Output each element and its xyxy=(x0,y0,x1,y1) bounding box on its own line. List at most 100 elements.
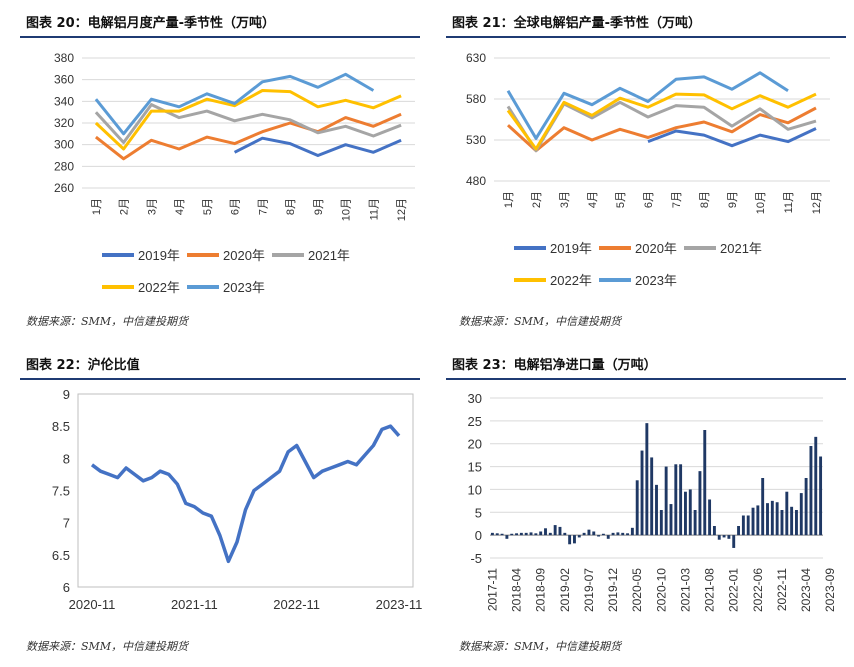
bar xyxy=(727,535,731,539)
bar xyxy=(703,430,707,536)
x-tick-label: 10月 xyxy=(341,198,353,221)
y-tick-label: 530 xyxy=(466,133,486,147)
bar xyxy=(592,531,596,536)
bar xyxy=(756,505,760,536)
x-tick-label: 2019-12 xyxy=(606,568,620,612)
x-tick-label: 2019-07 xyxy=(582,568,596,612)
x-tick-label: 2017-11 xyxy=(485,568,499,611)
bar xyxy=(558,526,562,536)
bar xyxy=(606,535,610,539)
x-tick-label: 5月 xyxy=(202,198,214,215)
x-tick-label: 2020-11 xyxy=(69,597,116,612)
bar xyxy=(799,493,803,536)
bar xyxy=(553,525,557,536)
x-tick-label: 2020-05 xyxy=(630,568,644,612)
y-tick-label: 6.5 xyxy=(52,548,70,563)
bar xyxy=(684,491,687,536)
x-tick-label: 4月 xyxy=(587,191,599,208)
x-tick-label: 11月 xyxy=(368,198,380,220)
bar xyxy=(804,478,808,536)
bar xyxy=(761,478,765,536)
x-tick-label: 2019-02 xyxy=(558,568,572,612)
bar xyxy=(616,532,620,536)
legend-label: 2019年 xyxy=(138,248,180,263)
x-tick-label: 2021-11 xyxy=(171,597,218,612)
bar xyxy=(573,535,576,544)
bar xyxy=(732,535,736,548)
bar xyxy=(635,480,639,536)
bar xyxy=(582,532,586,536)
y-tick-label: 7.5 xyxy=(52,484,70,499)
bar xyxy=(712,526,716,536)
y-tick-label: 6 xyxy=(63,580,70,595)
y-tick-label: 8.5 xyxy=(52,419,70,434)
bar xyxy=(790,506,794,536)
title-rule xyxy=(20,378,420,380)
bar xyxy=(597,535,601,537)
plot-area xyxy=(77,393,414,588)
bar xyxy=(669,504,673,536)
bar xyxy=(775,502,779,536)
series-line xyxy=(506,106,817,153)
legend-label: 2020年 xyxy=(223,248,265,263)
x-tick-label: 9月 xyxy=(727,191,739,208)
y-tick-label: 9 xyxy=(63,387,70,402)
bar xyxy=(544,528,547,536)
bar xyxy=(563,532,567,536)
y-tick-label: 30 xyxy=(468,391,482,406)
x-tick-label: 9月 xyxy=(313,198,325,215)
x-tick-label: 2月 xyxy=(531,191,543,208)
bar xyxy=(688,489,692,536)
bar xyxy=(674,464,678,536)
bar xyxy=(785,491,789,536)
bar xyxy=(548,532,552,536)
y-tick-label: 300 xyxy=(54,138,74,152)
bar xyxy=(766,503,769,536)
bar xyxy=(708,499,712,536)
data-source-note: 数据来源：SMM，中信建投期货 xyxy=(459,315,622,328)
x-tick-label: 6月 xyxy=(643,191,655,208)
bar xyxy=(698,471,702,536)
bar xyxy=(568,535,572,545)
series-line xyxy=(506,71,789,140)
bar xyxy=(529,532,533,536)
series-line xyxy=(94,72,375,136)
bar xyxy=(500,533,504,536)
bar xyxy=(737,526,740,536)
bar xyxy=(601,533,605,536)
bar xyxy=(524,532,528,536)
x-tick-label: 11月 xyxy=(783,191,795,213)
y-tick-label: 0 xyxy=(475,528,482,543)
y-tick-label: 8 xyxy=(63,451,70,466)
data-source-note: 数据来源：SMM，中信建投期货 xyxy=(26,640,189,653)
bar xyxy=(659,510,663,536)
bar xyxy=(819,456,823,536)
y-tick-label: 10 xyxy=(468,482,482,497)
x-tick-label: 2023-11 xyxy=(376,597,423,612)
y-tick-label: 580 xyxy=(466,92,486,106)
x-tick-label: 12月 xyxy=(396,198,408,221)
y-tick-label: 260 xyxy=(54,181,74,195)
bar xyxy=(693,510,697,536)
bar xyxy=(795,510,798,536)
legend-label: 2023年 xyxy=(223,280,265,295)
bar xyxy=(770,500,774,536)
y-tick-label: 340 xyxy=(54,94,74,108)
series-line xyxy=(94,112,402,161)
y-tick-label: -5 xyxy=(470,551,482,566)
bar xyxy=(587,529,591,536)
bar xyxy=(621,532,625,536)
bar xyxy=(664,466,668,536)
chart-svg: 6 6.5 7 7.5 8 8.5 9 2020-11 2021-11 2022-11 2023-1… xyxy=(52,387,423,612)
bar xyxy=(751,507,755,536)
bar xyxy=(626,533,629,536)
bar xyxy=(505,535,509,539)
y-tick-label: 25 xyxy=(468,414,482,429)
legend-label: 2023年 xyxy=(635,273,677,288)
y-tick-label: 360 xyxy=(54,73,74,87)
y-tick-label: 630 xyxy=(466,51,486,65)
x-tick-label: 7月 xyxy=(257,198,269,215)
chart-svg: -5 0 5 10 15 20 25 30 2017-11 2018-04 2018-09 2019-… xyxy=(468,391,838,612)
bar xyxy=(577,535,581,538)
series-line xyxy=(94,89,402,151)
